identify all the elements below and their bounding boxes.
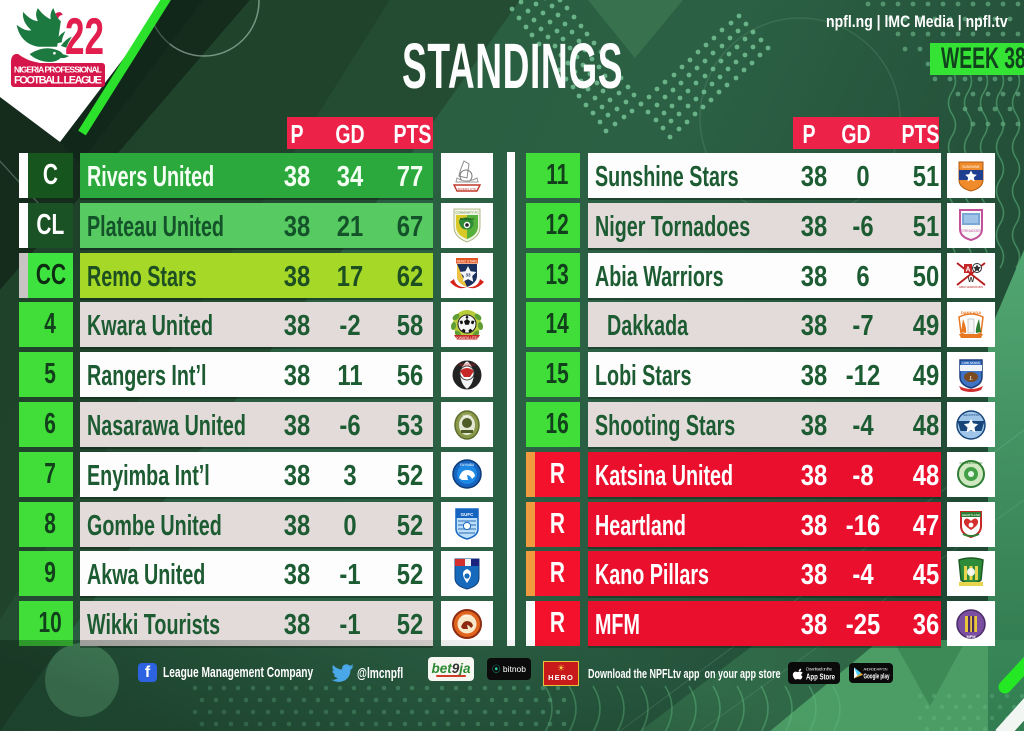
- svg-text:FOOTBALL LEAGUE: FOOTBALL LEAGUE: [14, 75, 102, 87]
- svg-text:HEARTLAND: HEARTLAND: [962, 513, 981, 517]
- svg-text:TORNADOES: TORNADOES: [960, 229, 982, 233]
- svg-text:GUFC: GUFC: [461, 512, 474, 517]
- svg-text:MFM: MFM: [966, 634, 976, 639]
- svg-text:NIGERIA PROFESSIONAL: NIGERIA PROFESSIONAL: [14, 65, 102, 75]
- svg-text:A: A: [965, 267, 970, 274]
- svg-text:L: L: [968, 376, 973, 382]
- svg-text:DAKKADA: DAKKADA: [961, 310, 981, 315]
- svg-text:22: 22: [65, 8, 104, 66]
- svg-text:ENYIMBA: ENYIMBA: [460, 463, 475, 467]
- svg-text:KWARA UTD: KWARA UTD: [456, 336, 478, 340]
- svg-text:SHOOTING: SHOOTING: [963, 413, 980, 417]
- svg-text:RIVERS UTD: RIVERS UTD: [458, 187, 477, 191]
- svg-text:Download on the: Download on the: [806, 667, 832, 672]
- svg-text:KATSINA UNITED: KATSINA UNITED: [960, 461, 983, 465]
- svg-text:RANGERS: RANGERS: [459, 363, 477, 367]
- svg-text:PLATEAU: PLATEAU: [460, 217, 474, 221]
- svg-text:REMO STARS: REMO STARS: [457, 260, 478, 264]
- svg-text:WIKKI: WIKKI: [462, 614, 471, 618]
- svg-text:W: W: [968, 277, 975, 284]
- svg-text:Google play: Google play: [864, 674, 890, 681]
- svg-text:COMMUNITY FC: COMMUNITY FC: [455, 211, 479, 215]
- svg-text:LOBI STARS: LOBI STARS: [962, 361, 979, 365]
- svg-text:NUFC: NUFC: [463, 414, 473, 418]
- svg-text:SUNSHINE: SUNSHINE: [962, 165, 980, 169]
- svg-text:ABIA WARRIORS: ABIA WARRIORS: [959, 285, 983, 289]
- svg-text:33: 33: [465, 273, 471, 278]
- svg-text:App Store: App Store: [806, 672, 835, 682]
- svg-text:ANDROID APP ON: ANDROID APP ON: [864, 668, 889, 672]
